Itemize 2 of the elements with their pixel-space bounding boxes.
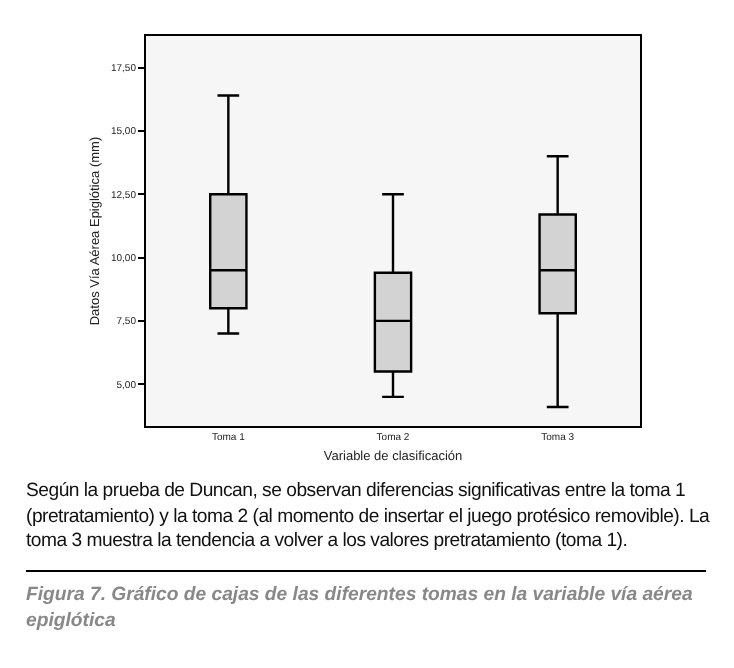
text: Según la prueba de Duncan, se observan diferencias significativas entre la toma 1 (pretratamiento) y la toma 2 (al momento de insertar el juego protésico removible). La toma 3 muestra la tendencia a volver a los valores pretratamiento (toma 1). [26, 480, 712, 556]
text: Figura 7. Gráfico de cajas de las diferentes tomas en la variable vía aérea epiglótica [26, 584, 695, 635]
